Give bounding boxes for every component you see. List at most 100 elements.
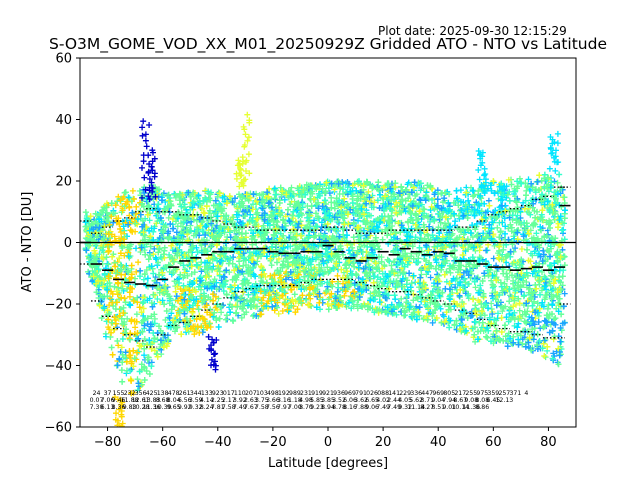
bin-stat-mean: 9.46 bbox=[112, 397, 126, 404]
bin-stat-count: 425 bbox=[146, 390, 158, 397]
bin-stat-mean: 8.68 bbox=[156, 397, 170, 404]
bin-stat-mean: 2.63 bbox=[244, 397, 258, 404]
bin-stat-mean: 3.62 bbox=[354, 397, 368, 404]
bin-stat-std: 10.14 bbox=[451, 404, 469, 411]
bin-stat-count: 975 bbox=[476, 390, 488, 397]
bin-stat-count: 923 bbox=[212, 390, 224, 397]
bin-stat-mean: 3.85 bbox=[321, 397, 335, 404]
bin-stat-mean: 3.92 bbox=[233, 397, 247, 404]
bin-stat-count: 103 bbox=[256, 390, 268, 397]
bin-stat-mean: 3.16 bbox=[277, 397, 291, 404]
bin-stat-count: 791 bbox=[355, 390, 367, 397]
bin-stat-count: 155 bbox=[113, 390, 125, 397]
bin-stat-std: 11.36 bbox=[462, 404, 480, 411]
bin-stat-mean: 3.52 bbox=[332, 397, 346, 404]
bin-stat-count: 255 bbox=[465, 390, 477, 397]
bin-stat-mean: 2.44 bbox=[387, 397, 401, 404]
bin-stat-mean: 5.85 bbox=[310, 397, 324, 404]
bin-stat-count: 4 bbox=[524, 390, 528, 397]
bin-stat-mean: 6.45 bbox=[486, 397, 500, 404]
bin-stat-std: 8.36 bbox=[112, 404, 126, 411]
bin-stat-mean: 6.06 bbox=[343, 397, 357, 404]
bin-stat-count: 919 bbox=[311, 390, 323, 397]
bin-stat-mean: 5.62 bbox=[409, 397, 423, 404]
bin-stat-mean: 12.61 bbox=[132, 397, 150, 404]
bin-stat-std: 7.88 bbox=[354, 404, 368, 411]
bin-stat-std: 7.81 bbox=[211, 404, 225, 411]
outlier-cluster bbox=[475, 148, 489, 191]
bin-stat-std: 9.06 bbox=[365, 404, 379, 411]
bin-stat-count: 447 bbox=[421, 390, 433, 397]
bin-stat-count: 138 bbox=[157, 390, 169, 397]
bin-stat-mean: 7.94 bbox=[442, 397, 456, 404]
plot-date: Plot date: 2025-09-30 12:15:29 bbox=[378, 24, 567, 38]
bin-stat-mean: 0.07 bbox=[90, 397, 104, 404]
x-tick-label: 20 bbox=[375, 435, 392, 450]
bin-stat-std: 8.94 bbox=[321, 404, 335, 411]
outlier-cluster bbox=[239, 111, 253, 183]
outlier-cluster bbox=[546, 130, 562, 174]
bin-stat-count: 921 bbox=[322, 390, 334, 397]
bin-stat-mean: 6.56 bbox=[178, 397, 192, 404]
chart-title: S-O3M_GOME_VOD_XX_M01_20250929Z Gridded … bbox=[49, 35, 607, 54]
bin-stat-mean: 7.06 bbox=[101, 397, 115, 404]
bin-statistics: 240.077.30377.066.131559.468.3623211.889… bbox=[90, 390, 529, 411]
bin-stat-mean: 4.02 bbox=[376, 397, 390, 404]
bin-stat-mean: 3.66 bbox=[266, 397, 280, 404]
bin-stat-mean: 8.04 bbox=[167, 397, 181, 404]
bin-stat-mean: 2.25 bbox=[211, 397, 225, 404]
bin-stat-std: 9.32 bbox=[398, 404, 412, 411]
bin-stat-mean: 4.14 bbox=[200, 397, 214, 404]
x-tick-label: 0 bbox=[324, 435, 332, 450]
bin-stat-mean: 6.65 bbox=[365, 397, 379, 404]
y-tick-label: 0 bbox=[64, 236, 72, 251]
x-tick-label: −20 bbox=[259, 435, 286, 450]
bin-stat-count: 336 bbox=[410, 390, 422, 397]
bin-stat-std: 11.36 bbox=[143, 404, 161, 411]
scatter-outliers bbox=[112, 111, 562, 427]
bin-stat-count: 229 bbox=[399, 390, 411, 397]
bin-stat-std: 9.65 bbox=[167, 404, 181, 411]
x-tick-label: −40 bbox=[204, 435, 231, 450]
outlier-cluster bbox=[205, 333, 220, 373]
bin-stat-std: 8.16 bbox=[343, 404, 357, 411]
x-axis-label: Latitude [degrees] bbox=[268, 456, 388, 471]
bin-stat-mean: 8.71 bbox=[420, 397, 434, 404]
bin-stat-count: 989 bbox=[289, 390, 301, 397]
bin-stat-std: 7.58 bbox=[222, 404, 236, 411]
bin-stat-std: 7.30 bbox=[90, 404, 104, 411]
bin-stat-std: 9.32 bbox=[189, 404, 203, 411]
bin-stat-mean: 13.83 bbox=[143, 397, 161, 404]
bin-stat-std: 9.92 bbox=[178, 404, 192, 411]
bin-stat-count: 359 bbox=[487, 390, 499, 397]
bin-stat-count: 133 bbox=[201, 390, 213, 397]
bin-stat-mean: 3.59 bbox=[189, 397, 203, 404]
outlier-cluster bbox=[139, 118, 153, 201]
bin-stat-count: 936 bbox=[333, 390, 345, 397]
bin-stat-mean: 3.75 bbox=[255, 397, 269, 404]
bin-stat-mean: 8.08 bbox=[475, 397, 489, 404]
y-axis-label: ATO - NTO [DU] bbox=[20, 192, 35, 293]
bin-stat-std: 7.56 bbox=[266, 404, 280, 411]
bin-stat-mean: 12.13 bbox=[495, 397, 513, 404]
bin-stat-count: 356 bbox=[135, 390, 147, 397]
bin-stat-count: 217 bbox=[454, 390, 466, 397]
bin-stat-count: 37 bbox=[104, 390, 112, 397]
bin-stat-std: 7.97 bbox=[277, 404, 291, 411]
x-tick-label: 60 bbox=[485, 435, 502, 450]
bin-stat-mean: 11.88 bbox=[121, 397, 139, 404]
y-tick-label: 60 bbox=[55, 52, 72, 67]
bin-stat-std: 10.39 bbox=[154, 404, 172, 411]
bin-stat-std: 8.86 bbox=[475, 404, 489, 411]
bin-stat-std: 8.27 bbox=[420, 404, 434, 411]
bin-stat-mean: 9.04 bbox=[431, 397, 445, 404]
bin-stat-std: 9.01 bbox=[442, 404, 456, 411]
bin-stat-std: 7.58 bbox=[255, 404, 269, 411]
bin-stat-count: 110 bbox=[234, 390, 246, 397]
bin-stat-count: 232 bbox=[124, 390, 136, 397]
bin-stat-std: 10.28 bbox=[132, 404, 150, 411]
x-tick-label: 80 bbox=[540, 435, 557, 450]
bin-stat-count: 969 bbox=[432, 390, 444, 397]
bin-stat-std: 7.49 bbox=[387, 404, 401, 411]
bin-stat-mean: 4.98 bbox=[299, 397, 313, 404]
